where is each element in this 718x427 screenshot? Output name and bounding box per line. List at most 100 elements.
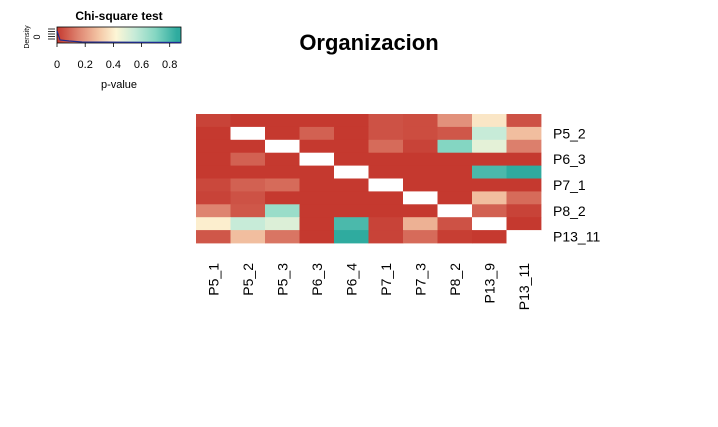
heatmap-cell xyxy=(265,165,300,179)
heatmap-cell xyxy=(368,204,404,218)
heatmap-cell xyxy=(437,152,473,166)
column-label: P6_3 xyxy=(309,263,325,296)
color-key-tick-label: 0.8 xyxy=(162,59,177,71)
column-label: P7_1 xyxy=(378,263,394,296)
heatmap-cell xyxy=(265,230,300,244)
heatmap-cell xyxy=(334,114,369,128)
heatmap-cell xyxy=(265,204,300,218)
row-label: P5_2 xyxy=(553,125,586,141)
heatmap-cell xyxy=(334,191,369,205)
heatmap-cell xyxy=(299,178,335,192)
heatmap-cell xyxy=(437,165,473,179)
heatmap-cell xyxy=(472,114,507,128)
heatmap-cell xyxy=(265,139,300,154)
heatmap-cell xyxy=(472,126,507,141)
heatmap-cell xyxy=(506,204,542,218)
heatmap-cell xyxy=(506,165,542,179)
color-key-xlabel: p-value xyxy=(101,79,137,91)
heatmap-cells xyxy=(196,114,542,244)
row-label: P7_1 xyxy=(553,177,586,193)
heatmap-cell xyxy=(506,126,542,141)
heatmap-cell xyxy=(334,139,369,154)
heatmap-cell xyxy=(472,230,507,244)
heatmap-cell xyxy=(299,191,335,205)
heatmap-cell xyxy=(472,178,507,192)
heatmap-cell xyxy=(506,191,542,205)
heatmap-cell xyxy=(299,114,335,128)
heatmap-cell xyxy=(230,139,266,154)
color-key-title: Chi-square test xyxy=(75,9,162,23)
heatmap-cell xyxy=(437,230,473,244)
heatmap-cell xyxy=(403,152,438,166)
column-label: P5_3 xyxy=(274,263,290,296)
heatmap-cell xyxy=(196,178,231,192)
heatmap-cell xyxy=(299,204,335,218)
heatmap-cell xyxy=(472,152,507,166)
heatmap-cell xyxy=(437,114,473,128)
heatmap-cell xyxy=(368,178,404,192)
heatmap-cell xyxy=(403,191,438,205)
heatmap-cell xyxy=(196,114,231,128)
heatmap-cell xyxy=(334,217,369,231)
heatmap-cell xyxy=(437,139,473,154)
heatmap-cell xyxy=(334,126,369,141)
heatmap-cell xyxy=(437,191,473,205)
heatmap-cell xyxy=(368,114,404,128)
heatmap-cell xyxy=(506,152,542,166)
heatmap-cell xyxy=(403,114,438,128)
heatmap-cell xyxy=(472,139,507,154)
color-key-tick-label: 0.2 xyxy=(78,59,93,71)
column-labels: P5_1 P5_2 P5_3 P6_3 P6_4 P7_1 P7_3 P8_2 P13_9 P13… xyxy=(205,263,532,310)
heatmap-cell xyxy=(334,178,369,192)
heatmap-cell xyxy=(196,230,231,244)
heatmap-cell xyxy=(472,217,507,231)
heatmap-cell xyxy=(334,204,369,218)
heatmap-cell xyxy=(230,204,266,218)
heatmap-cell xyxy=(230,126,266,141)
heatmap-cell xyxy=(265,217,300,231)
heatmap-cell xyxy=(437,217,473,231)
row-label: P6_3 xyxy=(553,151,586,167)
heatmap-cell xyxy=(437,178,473,192)
heatmap-cell xyxy=(196,204,231,218)
color-key-density-curve xyxy=(56,30,182,44)
heatmap-cell xyxy=(506,139,542,154)
color-key-ticks: 0 0.2 0.4 0.6 0.8 xyxy=(54,43,177,71)
chart-title: Organizacion xyxy=(299,30,438,55)
heatmap-cell xyxy=(368,126,404,141)
heatmap-cell xyxy=(230,152,266,166)
color-key-density-tick: 0 xyxy=(32,34,42,39)
heatmap-cell xyxy=(437,204,473,218)
heatmap-cell xyxy=(472,165,507,179)
color-key-gradient xyxy=(56,26,182,44)
column-label: P7_3 xyxy=(412,263,428,296)
heatmap-cell xyxy=(230,165,266,179)
heatmap-cell xyxy=(196,139,231,154)
column-label: P5_1 xyxy=(205,263,221,296)
heatmap-cell xyxy=(196,152,231,166)
heatmap-cell xyxy=(403,217,438,231)
heatmap-cell xyxy=(299,217,335,231)
color-key-tick-label: 0.4 xyxy=(106,59,121,71)
heatmap-cell xyxy=(472,191,507,205)
heatmap-cell xyxy=(230,217,266,231)
heatmap-cell xyxy=(299,139,335,154)
column-label: P13_9 xyxy=(481,263,497,304)
color-key-tick-label: 0 xyxy=(54,59,60,71)
heatmap-cell xyxy=(299,230,335,244)
heatmap-cell xyxy=(368,217,404,231)
row-label: P13_11 xyxy=(553,229,600,245)
heatmap-cell xyxy=(196,126,231,141)
color-key: Chi-square test Density 0 0 0.2 0.4 0.6 0.8 … xyxy=(24,9,182,91)
heatmap-cell xyxy=(368,191,404,205)
heatmap-cell xyxy=(403,178,438,192)
heatmap-cell xyxy=(334,165,369,179)
column-label: P13_11 xyxy=(516,263,532,310)
color-key-tick-label: 0.6 xyxy=(134,59,149,71)
heatmap-cell xyxy=(403,204,438,218)
heatmap-cell xyxy=(196,165,231,179)
heatmap-cell xyxy=(437,126,473,141)
heatmap-cell xyxy=(265,152,300,166)
heatmap-cell xyxy=(472,204,507,218)
